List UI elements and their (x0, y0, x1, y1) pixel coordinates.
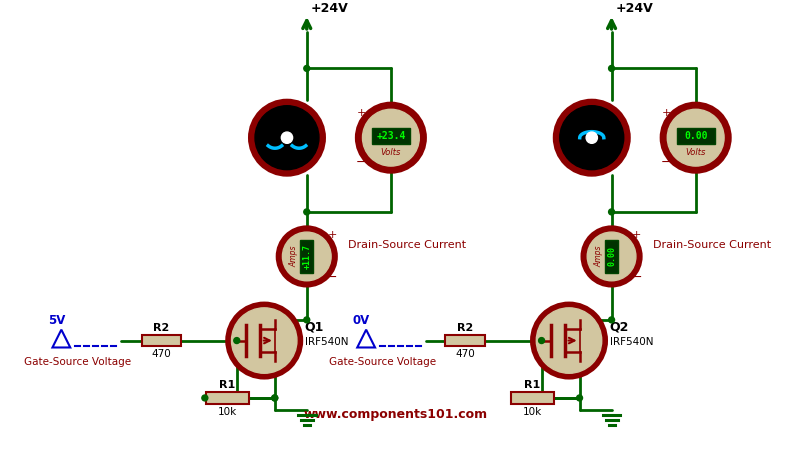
Text: 0.00: 0.00 (607, 246, 616, 267)
Text: +24V: +24V (310, 1, 349, 15)
Text: 10k: 10k (218, 407, 238, 417)
Text: 470: 470 (151, 349, 171, 360)
Text: −: − (356, 156, 366, 169)
Text: −: − (661, 156, 671, 169)
Circle shape (231, 308, 297, 373)
Circle shape (582, 227, 642, 286)
Circle shape (304, 209, 310, 215)
Circle shape (609, 317, 614, 323)
Circle shape (282, 132, 293, 143)
Text: Amps: Amps (594, 245, 603, 267)
Circle shape (531, 303, 606, 378)
Text: +: + (632, 230, 642, 240)
Text: Volts: Volts (381, 148, 401, 157)
Text: Amps: Amps (290, 245, 298, 267)
Text: R1: R1 (219, 380, 236, 390)
Text: Q1: Q1 (305, 321, 324, 334)
Circle shape (282, 232, 331, 281)
Text: 5V: 5V (48, 314, 65, 327)
Text: IRF540N: IRF540N (610, 338, 653, 348)
Text: 0V: 0V (353, 314, 370, 327)
Text: −: − (326, 271, 338, 284)
Circle shape (661, 103, 730, 172)
FancyBboxPatch shape (142, 335, 181, 347)
Text: R1: R1 (524, 380, 541, 390)
Circle shape (272, 395, 278, 401)
Text: R2: R2 (153, 323, 170, 333)
Text: www.components101.com: www.components101.com (304, 408, 488, 421)
Text: R2: R2 (457, 323, 474, 333)
Circle shape (586, 132, 598, 143)
Text: +: + (357, 108, 366, 118)
Text: +23.4: +23.4 (376, 131, 406, 141)
Text: IRF540N: IRF540N (305, 338, 348, 348)
Text: +: + (662, 108, 671, 118)
Circle shape (609, 65, 614, 71)
FancyBboxPatch shape (206, 392, 250, 404)
FancyBboxPatch shape (677, 128, 714, 144)
FancyBboxPatch shape (372, 128, 410, 144)
Circle shape (587, 232, 636, 281)
Circle shape (234, 338, 240, 344)
Circle shape (554, 100, 630, 175)
Circle shape (667, 109, 724, 166)
Circle shape (277, 227, 337, 286)
Text: Drain-Source Current: Drain-Source Current (348, 240, 466, 250)
Text: 0.00: 0.00 (684, 131, 707, 141)
Circle shape (250, 100, 325, 175)
Text: 10k: 10k (522, 407, 542, 417)
FancyBboxPatch shape (446, 335, 485, 347)
Circle shape (272, 395, 278, 401)
Text: −: − (631, 271, 642, 284)
Circle shape (538, 338, 545, 344)
Text: +11.7: +11.7 (302, 244, 311, 269)
Text: 470: 470 (455, 349, 475, 360)
Text: +24V: +24V (615, 1, 654, 15)
Text: Gate-Source Voltage: Gate-Source Voltage (329, 357, 436, 367)
Circle shape (536, 308, 602, 373)
Text: Q2: Q2 (610, 321, 629, 334)
Circle shape (609, 209, 614, 215)
Circle shape (304, 317, 310, 323)
FancyBboxPatch shape (300, 240, 314, 273)
Circle shape (560, 106, 624, 169)
Text: Gate-Source Voltage: Gate-Source Voltage (24, 357, 131, 367)
Circle shape (356, 103, 426, 172)
Text: Drain-Source Current: Drain-Source Current (653, 240, 771, 250)
Text: Volts: Volts (686, 148, 706, 157)
Circle shape (362, 109, 419, 166)
FancyBboxPatch shape (510, 392, 554, 404)
Text: +: + (327, 230, 337, 240)
Circle shape (202, 395, 208, 401)
Circle shape (255, 106, 319, 169)
Circle shape (577, 395, 582, 401)
Circle shape (226, 303, 302, 378)
FancyBboxPatch shape (605, 240, 618, 273)
Circle shape (304, 65, 310, 71)
